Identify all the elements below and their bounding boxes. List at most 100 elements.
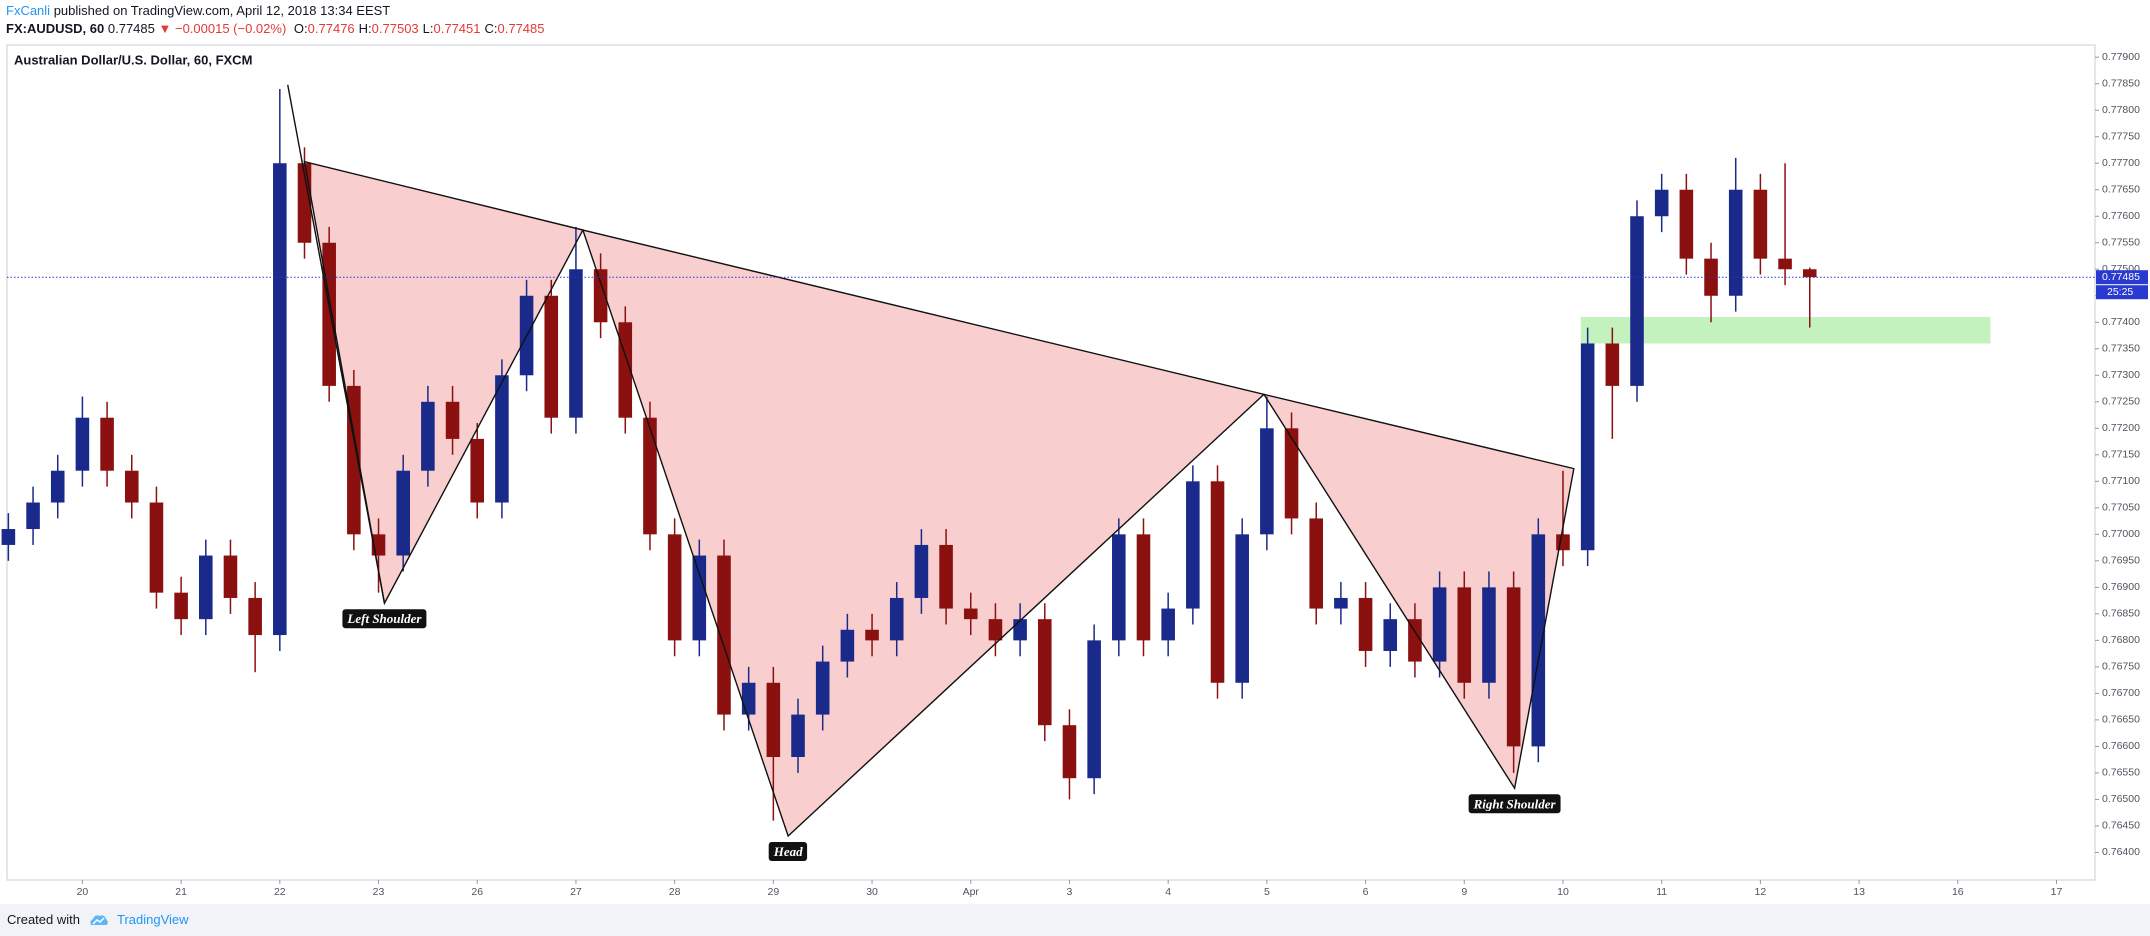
x-tick-label: 28: [669, 886, 681, 898]
x-tick-label: 22: [274, 886, 286, 898]
candle-body: [223, 555, 238, 598]
candle-body: [1531, 534, 1546, 747]
pattern-edge: [303, 160, 584, 606]
candle-body: [1630, 216, 1644, 386]
author[interactable]: FxCanli: [6, 3, 51, 18]
candle-body: [1605, 343, 1620, 386]
candle-body: [1704, 258, 1718, 296]
candle-body: [26, 502, 40, 530]
ohlc-label: O:: [293, 21, 308, 36]
candle-body: [199, 555, 213, 620]
pattern-label-group: Right Shoulder: [1468, 794, 1561, 814]
candle-body: [741, 682, 756, 715]
y-tick-label: 0.76750: [2102, 661, 2140, 673]
pattern-edge: [1262, 393, 1575, 791]
candle-body: [1136, 534, 1151, 641]
y-tick-label: 0.77550: [2102, 237, 2140, 249]
y-tick-label: 0.76650: [2102, 714, 2140, 726]
candle-body: [1358, 597, 1373, 651]
candle-body: [815, 661, 830, 715]
candle-body: [717, 555, 731, 715]
change: ▼ −0.00015 (−0.02%): [158, 21, 287, 36]
candle-body: [1186, 481, 1200, 609]
y-tick-label: 0.76400: [2102, 846, 2140, 858]
candle-body: [50, 470, 65, 503]
candle-body: [1654, 189, 1669, 217]
pattern-label: Head: [773, 844, 803, 859]
candle-body: [396, 470, 410, 556]
candle-body: [1728, 189, 1743, 296]
candle-body: [1087, 640, 1101, 779]
candle-body: [1, 529, 16, 545]
candle-body: [1457, 587, 1472, 683]
countdown-label: 25:25: [2107, 286, 2133, 298]
brand[interactable]: TradingView: [117, 912, 189, 927]
y-tick-label: 0.77200: [2102, 422, 2140, 434]
y-tick-label: 0.77300: [2102, 369, 2140, 381]
y-tick-label: 0.76500: [2102, 793, 2140, 805]
price: 0.77485: [107, 21, 155, 36]
candle-body: [273, 163, 287, 636]
candle-body: [1112, 534, 1126, 641]
x-tick-label: 10: [1557, 886, 1569, 898]
candle-body: [75, 417, 90, 471]
chart-title: Australian Dollar/U.S. Dollar, 60, FXCM: [14, 52, 252, 67]
x-tick-label: 27: [570, 886, 582, 898]
x-tick-label: 21: [175, 886, 187, 898]
y-tick-label: 0.77850: [2102, 77, 2140, 89]
trend-line: [287, 84, 386, 604]
y-tick-label: 0.76600: [2102, 740, 2140, 752]
header-line-2: FX:AUDUSD, 60 0.77485 ▼ −0.00015 (−0.02%…: [6, 21, 545, 36]
candle-body: [593, 269, 608, 323]
y-tick-label: 0.77100: [2102, 475, 2140, 487]
y-tick-label: 0.76700: [2102, 687, 2140, 699]
x-tick-label: 20: [77, 886, 89, 898]
created-with: Created with: [7, 912, 80, 927]
pattern-label-box: [768, 841, 808, 861]
candle-body: [840, 629, 855, 662]
candle-body: [1506, 587, 1521, 747]
candle-body: [569, 269, 583, 418]
last-price-tag: [2096, 270, 2148, 285]
candle-body: [939, 544, 953, 609]
ohlc-value: 0.77485: [497, 21, 545, 36]
candle-body: [174, 592, 188, 620]
candle-body: [445, 401, 460, 439]
candle-body: [1161, 608, 1175, 641]
pattern-fill: [1263, 394, 1574, 789]
ohlc-value: 0.77476: [307, 21, 355, 36]
y-tick-label: 0.76850: [2102, 608, 2140, 620]
candle-body: [1334, 597, 1348, 609]
y-tick-label: 0.77050: [2102, 502, 2140, 514]
ohlc: O:0.77476 H:0.77503 L:0.77451 C:0.77485: [290, 21, 545, 36]
candle-body: [1062, 725, 1077, 779]
x-tick-label: 12: [1755, 886, 1767, 898]
candle-body: [124, 470, 139, 503]
symbol: FX:AUDUSD, 60: [6, 21, 105, 36]
y-tick-label: 0.77600: [2102, 210, 2140, 222]
pattern-label: Right Shoulder: [1473, 796, 1557, 811]
candle-body: [1260, 428, 1274, 535]
candle-body: [470, 438, 485, 503]
x-tick-label: 9: [1461, 886, 1467, 898]
x-tick-label: 3: [1067, 886, 1073, 898]
chart: Australian Dollar/U.S. Dollar, 60, FXCM …: [1, 44, 2148, 898]
ohlc-label: C:: [484, 21, 498, 36]
published: published on TradingView.com, April 12, …: [53, 3, 391, 18]
y-tick-label: 0.77650: [2102, 184, 2140, 196]
candle-body: [1037, 619, 1052, 726]
logo: [90, 915, 108, 925]
pattern-label-group: Left Shoulder: [342, 609, 427, 629]
candle-body: [1210, 481, 1225, 683]
candle-body: [100, 417, 114, 471]
ohlc-label: L:: [422, 21, 434, 36]
candle-body: [149, 502, 164, 593]
candle-body: [1580, 343, 1595, 551]
support-zone: [1580, 316, 1991, 344]
candle-body: [1679, 189, 1694, 259]
y-tick-label: 0.76800: [2102, 634, 2140, 646]
candle-body: [1802, 269, 1817, 278]
y-tick-label: 0.77000: [2102, 528, 2140, 540]
x-tick-label: 16: [1952, 886, 1964, 898]
